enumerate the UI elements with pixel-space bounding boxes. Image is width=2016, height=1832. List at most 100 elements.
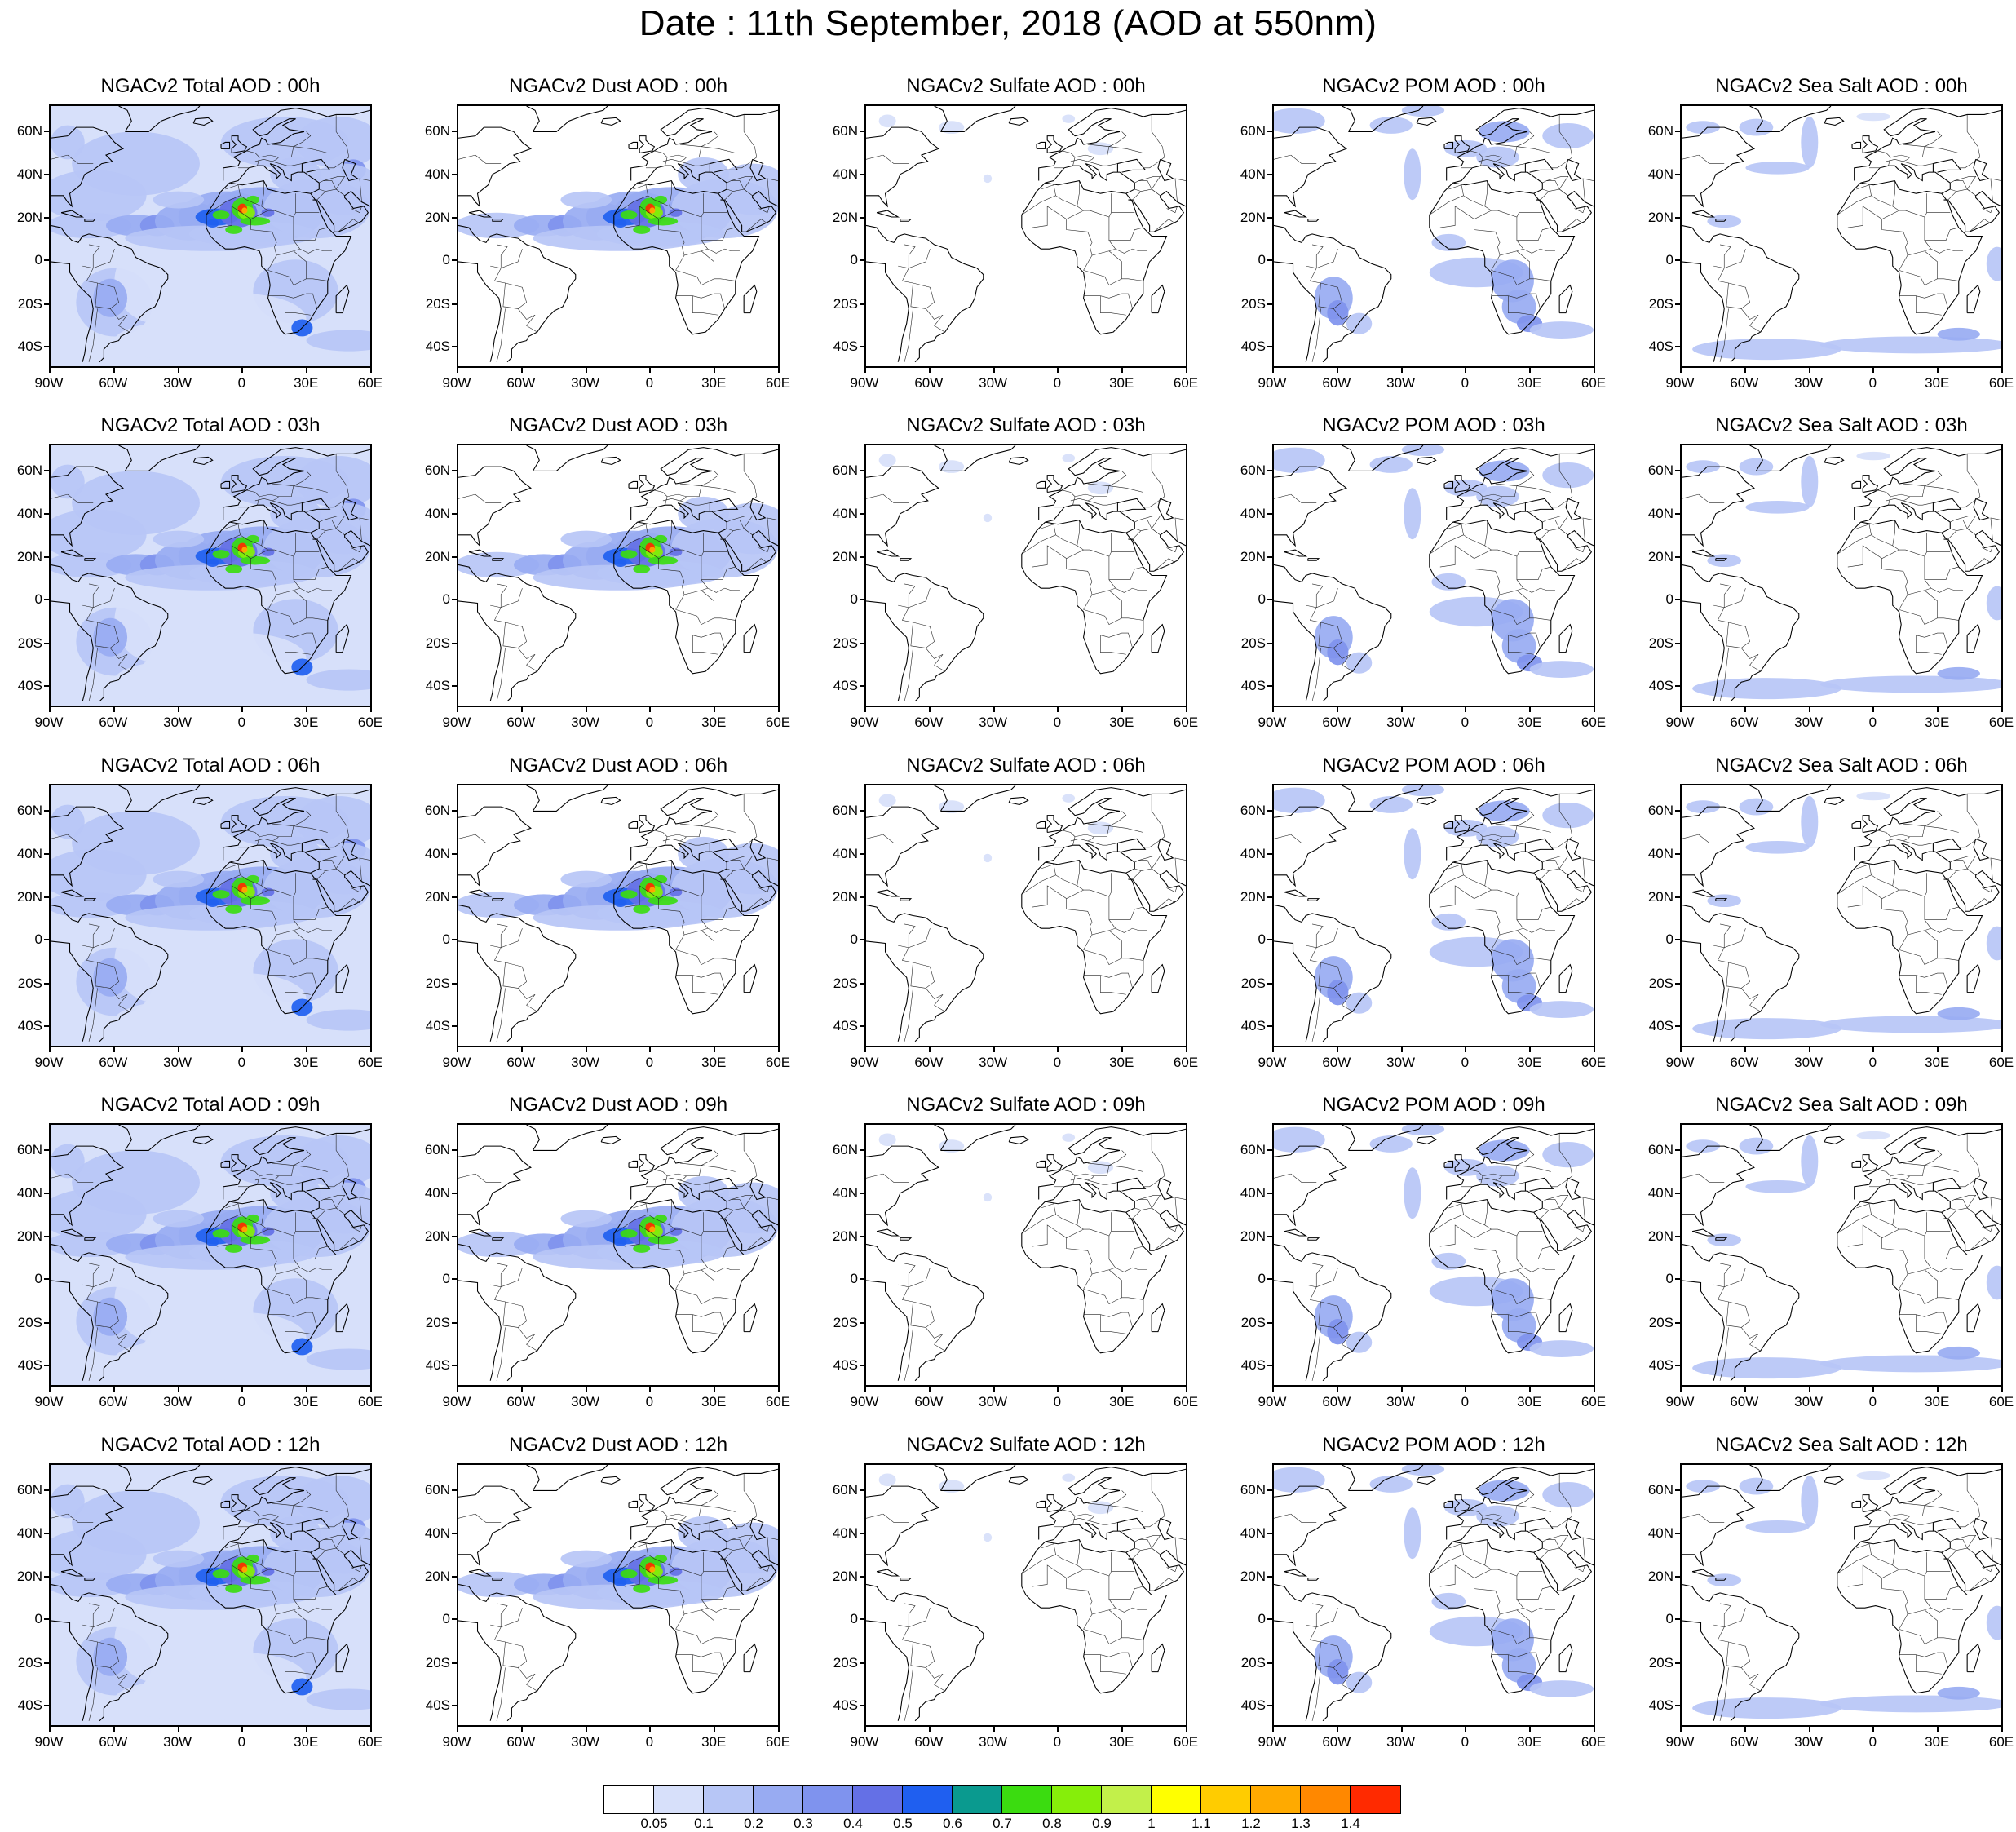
lat-tick	[44, 1489, 49, 1491]
map-panel-pom-06h: NGACv2 POM AOD : 06h 60N 40N 20N 0 20S 40S 90W…	[1223, 754, 1631, 1081]
lat-tick-label: 0	[34, 591, 42, 608]
map-panel-dust-06h: NGACv2 Dust AOD : 06h 60N 40N 20N 0 20S 40S 90…	[408, 754, 816, 1081]
aod-field	[1686, 1471, 2001, 1719]
lat-tick-label: 40N	[832, 1524, 858, 1541]
map-panel-seasalt-12h: NGACv2 Sea Salt AOD : 12h 60N 40N 20N 0 20S 4…	[1631, 1434, 2016, 1760]
coastlines	[51, 785, 370, 1042]
country-borders	[458, 1133, 778, 1381]
coastlines	[458, 1125, 778, 1382]
map-panel-dust-12h: NGACv2 Dust AOD : 12h 60N 40N 20N 0 20S 40S 90…	[408, 1434, 816, 1760]
panel-title: NGACv2 Dust AOD : 06h	[508, 754, 728, 777]
lon-tick-label: 30E	[294, 375, 319, 391]
lat-tick-label: 20S	[1240, 1314, 1266, 1330]
map-frame	[864, 104, 1187, 368]
lat-tick-label: 20N	[832, 209, 858, 225]
lon-tick-label: 0	[645, 1055, 654, 1070]
lat-tick-label: 20S	[17, 975, 42, 991]
lat-tick	[1267, 216, 1272, 219]
lon-tick	[306, 1727, 308, 1732]
lon-tick-label: 60E	[357, 1055, 383, 1070]
panel-title: NGACv2 POM AOD : 00h	[1322, 75, 1545, 97]
lon-tick	[1057, 1727, 1059, 1732]
map-frame	[457, 104, 780, 368]
lon-tick	[1465, 707, 1467, 712]
lon-tick-label: 90W	[1665, 1055, 1695, 1070]
lat-tick-label: 60N	[424, 1481, 450, 1498]
lon-tick-label: 60E	[1173, 715, 1199, 730]
lon-tick	[1872, 1047, 1875, 1052]
coastlines	[1274, 1465, 1594, 1722]
lat-tick	[1267, 555, 1272, 558]
lat-tick	[1675, 1705, 1680, 1707]
lat-tick	[452, 555, 457, 558]
lat-tick-label: 40N	[832, 505, 858, 521]
lat-tick	[44, 1532, 49, 1534]
lon-tick-label: 60E	[1988, 1734, 2014, 1750]
lon-tick-label: 0	[1868, 375, 1877, 391]
lat-tick-label: 40S	[425, 1018, 450, 1034]
lon-tick-label: 60W	[914, 1734, 944, 1750]
lat-tick-label: 20N	[1647, 209, 1673, 225]
lon-tick-label: 30E	[701, 1734, 727, 1750]
lon-tick-label: 60E	[1988, 1394, 2014, 1409]
lat-tick	[860, 1575, 864, 1578]
colorbar-swatch	[654, 1786, 704, 1813]
map-frame	[1272, 1123, 1595, 1387]
panel-title: NGACv2 Total AOD : 03h	[100, 414, 321, 436]
lon-tick-label: 30W	[571, 375, 600, 391]
lon-tick	[1808, 1387, 1810, 1392]
lat-tick-label: 40S	[1648, 678, 1673, 694]
lon-tick	[778, 1727, 780, 1732]
lon-tick	[1400, 707, 1403, 712]
lat-tick	[860, 346, 864, 348]
lon-tick-label: 30W	[163, 1734, 192, 1750]
lon-tick	[1336, 1387, 1338, 1392]
lon-tick	[1121, 707, 1124, 712]
lat-tick-label: 60N	[16, 1481, 42, 1498]
lat-tick	[44, 1705, 49, 1707]
lon-tick	[1744, 368, 1746, 373]
lat-tick	[860, 1235, 864, 1237]
lat-tick	[1267, 1235, 1272, 1237]
lon-tick-label: 30W	[571, 715, 600, 730]
lon-tick-label: 60W	[99, 1055, 128, 1070]
lat-tick-label: 0	[34, 1271, 42, 1287]
map-frame	[1272, 1463, 1595, 1727]
lat-tick	[452, 1321, 457, 1324]
lat-tick	[1675, 1489, 1680, 1491]
lon-tick	[1937, 1387, 1939, 1392]
lon-tick-label: 0	[1461, 375, 1470, 391]
lon-tick	[864, 368, 866, 373]
lat-tick	[1675, 1662, 1680, 1664]
lon-tick-label: 90W	[1258, 375, 1287, 391]
lon-tick	[993, 368, 995, 373]
lat-tick	[1267, 259, 1272, 262]
lon-tick	[1594, 1727, 1595, 1732]
panel-title: NGACv2 Total AOD : 12h	[100, 1434, 321, 1456]
lat-tick-label: 0	[1258, 931, 1266, 948]
lat-tick	[1267, 303, 1272, 305]
panel-title: NGACv2 POM AOD : 09h	[1322, 1094, 1545, 1116]
lon-tick-label: 60E	[765, 1394, 791, 1409]
lat-tick	[44, 1148, 49, 1151]
lon-tick-label: 60W	[1322, 1394, 1351, 1409]
coastlines	[458, 445, 778, 702]
lat-tick-label: 20N	[832, 548, 858, 564]
lat-tick-label: 40S	[1648, 1018, 1673, 1034]
lon-tick-label: 60E	[765, 715, 791, 730]
lon-tick	[778, 707, 780, 712]
aod-field	[1686, 451, 2001, 700]
lat-tick-label: 60N	[832, 802, 858, 818]
lon-tick	[1057, 368, 1059, 373]
lat-tick	[860, 1618, 864, 1621]
lat-tick	[1675, 896, 1680, 898]
lon-tick-label: 60W	[99, 1394, 128, 1409]
lat-tick	[1267, 512, 1272, 515]
lon-tick-label: 0	[645, 1734, 654, 1750]
lon-tick	[2001, 1047, 2003, 1052]
lat-tick-label: 20N	[1240, 209, 1266, 225]
lat-tick-label: 60N	[832, 122, 858, 139]
lon-tick	[649, 1047, 652, 1052]
lat-tick	[1675, 259, 1680, 262]
lon-tick	[241, 1727, 244, 1732]
